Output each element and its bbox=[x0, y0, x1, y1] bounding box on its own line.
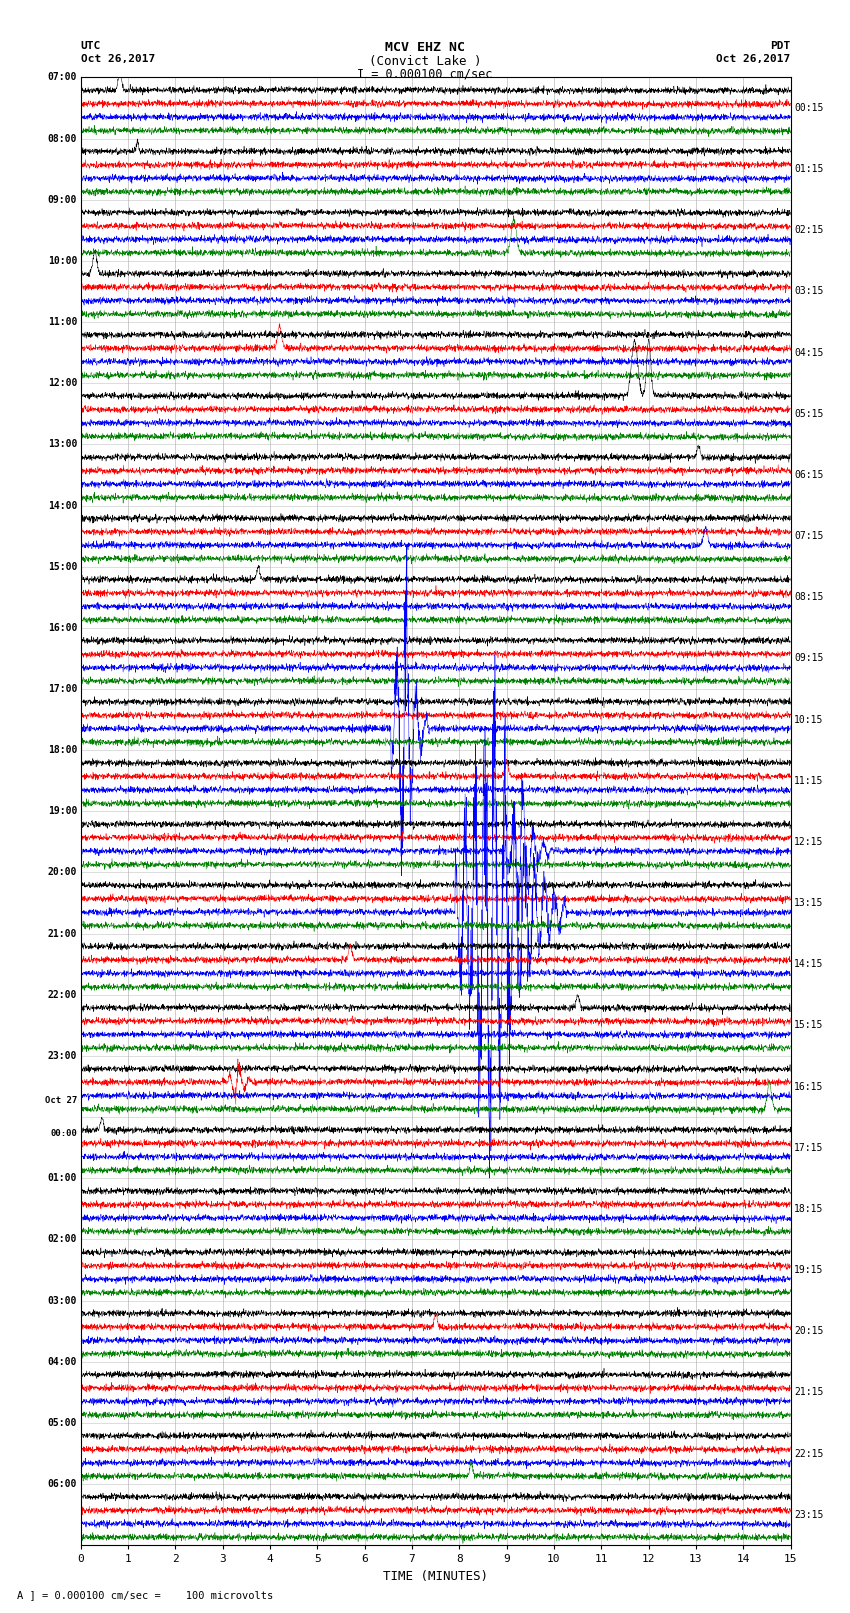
Text: Oct 26,2017: Oct 26,2017 bbox=[717, 53, 790, 65]
Text: 02:00: 02:00 bbox=[48, 1234, 77, 1245]
Text: 13:15: 13:15 bbox=[794, 898, 824, 908]
Text: 06:00: 06:00 bbox=[48, 1479, 77, 1489]
Text: 01:15: 01:15 bbox=[794, 165, 824, 174]
Text: 04:00: 04:00 bbox=[48, 1357, 77, 1366]
Text: MCV EHZ NC: MCV EHZ NC bbox=[385, 40, 465, 53]
Text: 00:15: 00:15 bbox=[794, 103, 824, 113]
Text: 08:00: 08:00 bbox=[48, 134, 77, 144]
Text: 03:15: 03:15 bbox=[794, 287, 824, 297]
Text: 03:00: 03:00 bbox=[48, 1295, 77, 1305]
Text: (Convict Lake ): (Convict Lake ) bbox=[369, 55, 481, 68]
Text: 23:15: 23:15 bbox=[794, 1510, 824, 1519]
Text: 16:00: 16:00 bbox=[48, 623, 77, 632]
Text: 18:15: 18:15 bbox=[794, 1203, 824, 1215]
Text: 17:15: 17:15 bbox=[794, 1142, 824, 1153]
Text: 15:15: 15:15 bbox=[794, 1021, 824, 1031]
Text: 08:15: 08:15 bbox=[794, 592, 824, 602]
Text: A ] = 0.000100 cm/sec =    100 microvolts: A ] = 0.000100 cm/sec = 100 microvolts bbox=[17, 1590, 273, 1600]
Text: 11:15: 11:15 bbox=[794, 776, 824, 786]
Text: 23:00: 23:00 bbox=[48, 1052, 77, 1061]
Text: 14:15: 14:15 bbox=[794, 960, 824, 969]
Text: 02:15: 02:15 bbox=[794, 226, 824, 235]
Text: 11:00: 11:00 bbox=[48, 318, 77, 327]
Text: 19:00: 19:00 bbox=[48, 806, 77, 816]
Text: 17:00: 17:00 bbox=[48, 684, 77, 694]
Text: 12:00: 12:00 bbox=[48, 377, 77, 389]
Text: 21:00: 21:00 bbox=[48, 929, 77, 939]
Text: 01:00: 01:00 bbox=[48, 1173, 77, 1184]
Text: 18:00: 18:00 bbox=[48, 745, 77, 755]
Text: 05:00: 05:00 bbox=[48, 1418, 77, 1428]
Text: Oct 27: Oct 27 bbox=[45, 1097, 77, 1105]
Text: 19:15: 19:15 bbox=[794, 1265, 824, 1274]
Text: 09:15: 09:15 bbox=[794, 653, 824, 663]
Text: UTC: UTC bbox=[81, 40, 101, 50]
Text: 04:15: 04:15 bbox=[794, 348, 824, 358]
Text: 06:15: 06:15 bbox=[794, 469, 824, 481]
Text: 07:15: 07:15 bbox=[794, 531, 824, 540]
X-axis label: TIME (MINUTES): TIME (MINUTES) bbox=[383, 1569, 488, 1582]
Text: 16:15: 16:15 bbox=[794, 1082, 824, 1092]
Text: Oct 26,2017: Oct 26,2017 bbox=[81, 53, 155, 65]
Text: 12:15: 12:15 bbox=[794, 837, 824, 847]
Text: 13:00: 13:00 bbox=[48, 439, 77, 450]
Text: PDT: PDT bbox=[770, 40, 790, 50]
Text: I = 0.000100 cm/sec: I = 0.000100 cm/sec bbox=[357, 68, 493, 81]
Text: 09:00: 09:00 bbox=[48, 195, 77, 205]
Text: 07:00: 07:00 bbox=[48, 73, 77, 82]
Text: 10:00: 10:00 bbox=[48, 256, 77, 266]
Text: 14:00: 14:00 bbox=[48, 500, 77, 511]
Text: 20:00: 20:00 bbox=[48, 868, 77, 877]
Text: 22:00: 22:00 bbox=[48, 990, 77, 1000]
Text: 10:15: 10:15 bbox=[794, 715, 824, 724]
Text: 22:15: 22:15 bbox=[794, 1448, 824, 1458]
Text: 21:15: 21:15 bbox=[794, 1387, 824, 1397]
Text: 15:00: 15:00 bbox=[48, 561, 77, 571]
Text: 05:15: 05:15 bbox=[794, 408, 824, 419]
Text: 00:00: 00:00 bbox=[50, 1129, 77, 1137]
Text: 20:15: 20:15 bbox=[794, 1326, 824, 1336]
